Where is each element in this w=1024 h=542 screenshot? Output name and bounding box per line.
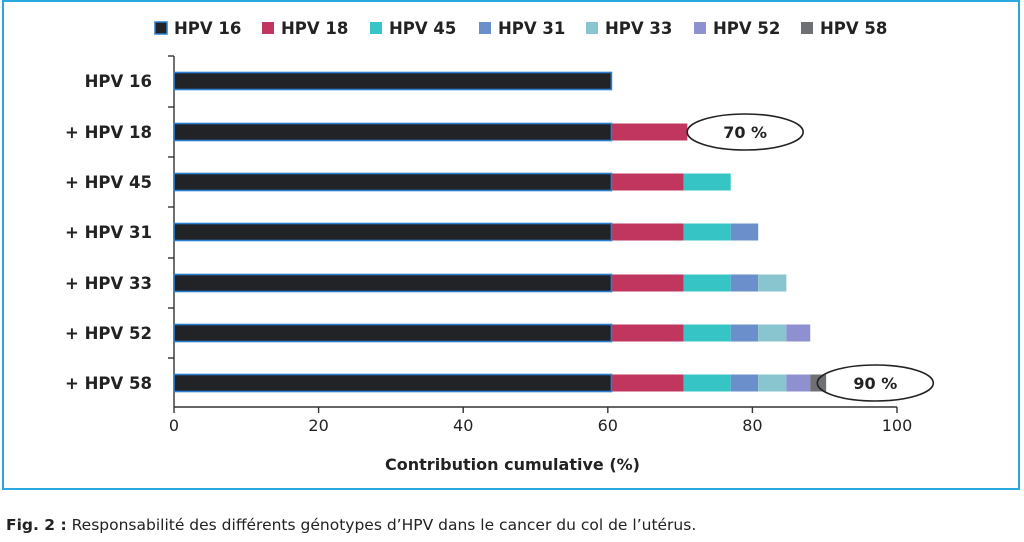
bar-outline-hpv-16 [173,122,613,142]
bar-segment-hpv-58 [810,374,827,392]
bar-segment-hpv-18 [611,274,684,292]
bar-segment-hpv-45 [683,274,731,292]
bar-segment-hpv-16 [174,324,612,342]
category-label: + HPV 45 [65,173,152,192]
bar-outline-hpv-16 [173,71,613,91]
category-label: + HPV 33 [65,274,152,293]
bar-segment-hpv-45 [683,324,731,342]
bar-segment-hpv-33 [758,274,787,292]
legend-label-hpv-45: HPV 45 [389,19,456,38]
bar-segment-hpv-16 [174,274,612,292]
legend-label-hpv-58: HPV 58 [820,19,887,38]
legend-swatch-hpv-52 [694,22,706,34]
bar-segment-hpv-18 [611,223,684,241]
bar-outline-hpv-16 [173,323,613,343]
bar-segment-hpv-45 [683,173,731,191]
bar-segment-hpv-18 [611,173,684,191]
category-label: + HPV 58 [65,374,152,393]
bar-segment-hpv-16 [174,72,612,90]
bar-outline-hpv-16 [173,273,613,293]
bar-segment-hpv-31 [730,223,759,241]
category-label: + HPV 18 [65,123,152,142]
x-tick-label: 80 [742,416,762,435]
annotation-label: 90 % [853,374,897,393]
bar-segment-hpv-31 [730,274,759,292]
legend-swatch-hpv-16 [154,21,168,35]
bar-outline-hpv-16 [173,222,613,242]
caption-text: Responsabilité des différents génotypes … [66,516,697,534]
category-label: + HPV 52 [65,324,152,343]
annotation-label: 70 % [723,123,767,142]
bar-outline-hpv-16 [173,172,613,192]
legend-label-hpv-52: HPV 52 [713,19,780,38]
x-tick-label: 60 [598,416,618,435]
bar-segment-hpv-33 [758,374,787,392]
bar-segment-hpv-52 [786,374,811,392]
legend-swatch-hpv-31 [479,22,491,34]
legend-swatch-hpv-45 [370,22,382,34]
x-tick-label: 100 [882,416,913,435]
bar-segment-hpv-45 [683,374,731,392]
annotation-ellipse [816,364,935,402]
caption-label: Fig. 2 : [6,516,67,534]
legend-label-hpv-18: HPV 18 [281,19,348,38]
figure-frame [2,0,1020,490]
legend-swatch-hpv-33 [586,22,598,34]
bar-segment-hpv-31 [730,324,759,342]
x-tick-label: 40 [453,416,473,435]
x-tick-label: 0 [169,416,179,435]
legend-swatch-hpv-58 [801,22,813,34]
bar-segment-hpv-16 [174,374,612,392]
category-label: HPV 16 [85,72,152,91]
bar-segment-hpv-45 [683,223,731,241]
legend-swatch-hpv-18 [262,22,274,34]
bar-segment-hpv-16 [174,173,612,191]
annotation-ellipse [686,113,804,151]
category-label: + HPV 31 [65,223,152,242]
figure-caption: Fig. 2 : Responsabilité des différents g… [6,516,696,534]
bar-segment-hpv-18 [611,123,688,141]
bar-segment-hpv-18 [611,324,684,342]
x-axis-title: Contribution cumulative (%) [385,455,640,474]
bar-segment-hpv-16 [174,223,612,241]
bar-segment-hpv-52 [786,324,811,342]
bar-outline-hpv-16 [173,373,613,393]
x-tick-label: 20 [308,416,328,435]
bar-segment-hpv-33 [758,324,787,342]
legend-label-hpv-33: HPV 33 [605,19,672,38]
bar-segment-hpv-31 [730,374,759,392]
bar-segment-hpv-18 [611,374,684,392]
bar-segment-hpv-16 [174,123,612,141]
legend-label-hpv-16: HPV 16 [174,19,241,38]
stacked-bar-chart: HPV 16 HPV 18 HPV 45 HPV 31 HPV 33 HPV 52 HPV … [65,19,935,474]
legend-label-hpv-31: HPV 31 [498,19,565,38]
